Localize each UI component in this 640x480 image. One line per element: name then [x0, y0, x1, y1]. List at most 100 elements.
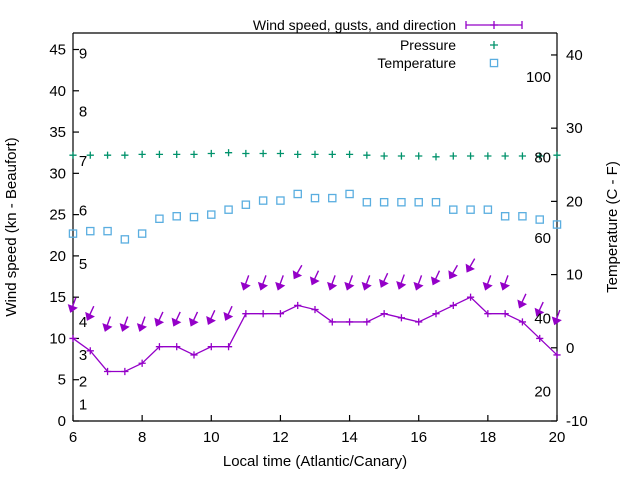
temperature-point	[328, 193, 337, 203]
arrow-head	[257, 281, 269, 291]
temperature-point	[172, 212, 181, 221]
pressure-point	[103, 151, 112, 159]
arrow-head	[188, 317, 199, 327]
inner-scale-labels-group: 1 2 3 4 5 6 7 8 9 20 40 60 80 100	[79, 46, 551, 414]
arrow-head	[240, 281, 251, 291]
wind-speed-point	[363, 318, 371, 326]
arrow-head	[551, 316, 562, 326]
fahrenheit-label-100: 100	[526, 69, 551, 86]
wind-speed-point	[536, 334, 544, 343]
pressure-point	[173, 150, 181, 158]
wind-direction-arrow	[257, 275, 269, 291]
arrow-head	[136, 323, 148, 332]
arrow-head	[119, 323, 130, 332]
y-tick-label-20: 20	[49, 248, 66, 265]
y-tick-label-0: 0	[58, 413, 66, 430]
temperature-point	[535, 215, 544, 224]
y-tick-label-10: 10	[49, 330, 66, 347]
wind-speed-point	[259, 310, 267, 318]
legend-item-0[interactable]: Wind speed, gusts, and direction	[253, 17, 523, 33]
wind-direction-arrow	[396, 274, 407, 290]
wind-direction-arrow	[361, 275, 372, 291]
legend-item-1[interactable]: Pressure	[400, 37, 498, 53]
wind-speed-point	[328, 318, 336, 326]
beaufort-label-9: 9	[79, 46, 87, 63]
wind-direction-arrow	[430, 270, 441, 286]
wind-direction-arrow	[102, 316, 113, 332]
arrow-head	[154, 317, 165, 327]
pressure-point	[415, 152, 423, 160]
pressure-point	[121, 151, 129, 159]
pressure-point	[294, 150, 302, 158]
temperature-point	[68, 229, 78, 238]
y2-tick-label-40: 40	[566, 47, 583, 64]
wind-speed-point	[190, 351, 198, 359]
temperature-point	[345, 189, 354, 199]
temperature-point	[310, 193, 320, 203]
wind-speed-point	[69, 334, 77, 343]
wind-speed-point	[173, 343, 181, 351]
wind-direction-arrow	[465, 258, 476, 273]
pressure-point	[86, 151, 94, 159]
temperature-point	[293, 189, 302, 199]
legend-item-2[interactable]: Temperature	[377, 55, 499, 71]
temperature-point	[362, 197, 372, 207]
fahrenheit-label-20: 20	[534, 384, 551, 401]
series-pressure	[69, 149, 561, 161]
temperature-point	[155, 214, 164, 223]
series-temperature	[68, 189, 562, 244]
legend-group: Wind speed, gusts, and direction Pressure…	[253, 17, 523, 71]
pressure-point	[345, 150, 354, 158]
arrow-head	[206, 316, 216, 326]
beaufort-label-4: 4	[79, 314, 87, 331]
x-tick-label-14: 14	[341, 429, 358, 446]
pressure-point	[207, 149, 215, 158]
arrow-head	[171, 317, 182, 327]
wind-direction-arrow	[448, 264, 459, 280]
arrow-head	[534, 307, 545, 317]
pressure-point	[259, 149, 267, 158]
wind-direction-arrow	[534, 301, 545, 317]
wind-speed-point	[138, 359, 146, 367]
pressure-point	[363, 151, 371, 159]
pressure-point	[380, 152, 388, 160]
temperature-point	[414, 197, 423, 207]
wind-direction-arrow	[67, 297, 78, 313]
legend-label-1: Pressure	[400, 37, 456, 53]
wind-speed-point	[345, 318, 354, 326]
wind-direction-arrow	[499, 275, 511, 291]
wind-speed-point	[449, 301, 457, 310]
pressure-point	[138, 150, 146, 158]
wind-speed-point	[484, 310, 492, 318]
wind-direction-arrow	[85, 305, 95, 321]
arrow-head	[67, 304, 78, 313]
wind-speed-point	[121, 367, 129, 376]
arrow-head	[482, 281, 493, 291]
wind-direction-arrows	[67, 258, 562, 332]
temperature-point	[137, 229, 147, 238]
legend-square-sample	[489, 58, 499, 68]
temperature-point	[518, 212, 527, 221]
pressure-point	[484, 152, 492, 160]
wind-speed-point	[242, 310, 250, 318]
wind-direction-arrow	[119, 316, 130, 332]
arrow-head	[499, 281, 511, 291]
beaufort-label-7: 7	[79, 153, 87, 170]
legend-label-0: Wind speed, gusts, and direction	[253, 17, 456, 33]
temperature-point	[86, 226, 95, 236]
arrow-head	[396, 280, 407, 290]
wind-direction-arrow	[188, 311, 199, 327]
temperature-point	[483, 205, 493, 214]
wind-speed-point	[553, 351, 561, 359]
beaufort-label-3: 3	[79, 347, 87, 364]
y2-tick-label-10: 10	[566, 267, 583, 284]
fahrenheit-label-60: 60	[534, 230, 551, 247]
arrow-head	[275, 281, 286, 291]
arrow-head	[379, 278, 389, 288]
wind-speed-point	[397, 314, 406, 322]
wind-direction-arrow	[154, 311, 165, 327]
wind-direction-arrow	[379, 272, 389, 288]
wind-speed-point	[276, 310, 285, 318]
